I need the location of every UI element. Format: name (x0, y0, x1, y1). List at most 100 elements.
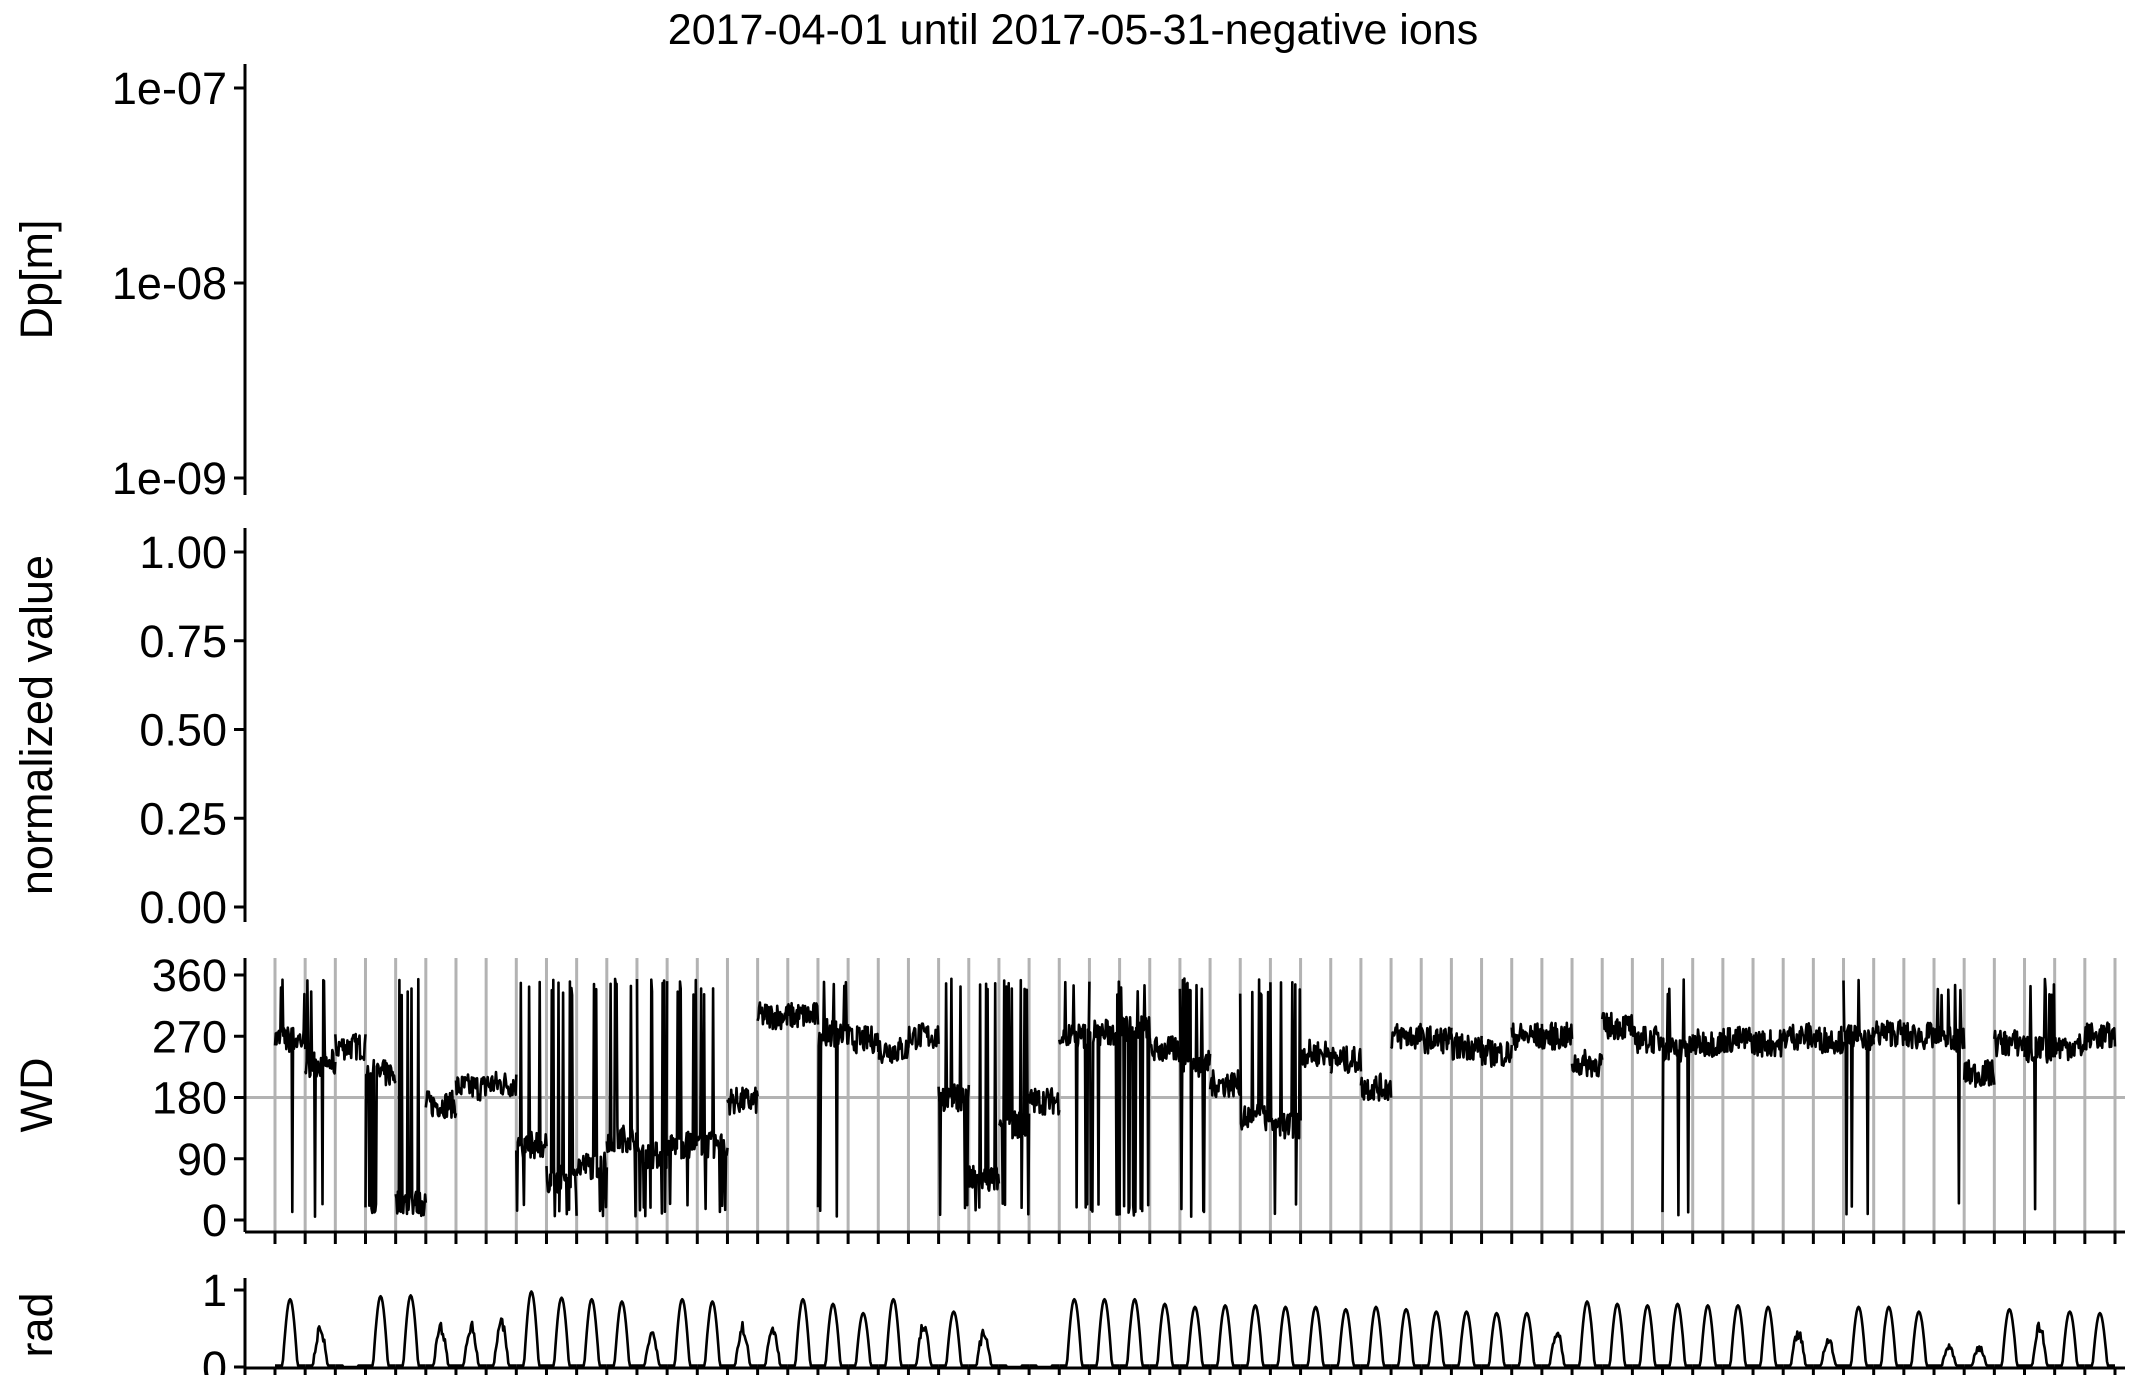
wd-line-segment (1390, 1022, 1423, 1050)
dp-y-axis-label: Dp[m] (11, 219, 62, 339)
rad-line-segment (455, 1320, 487, 1367)
wd-line-segment (1903, 1021, 1936, 1051)
wd-line-segment (1570, 1048, 1604, 1078)
rad-line-segment (1873, 1305, 1905, 1367)
rad-line-segment (365, 1294, 397, 1367)
rad-y-axis-label: rad (11, 1292, 62, 1357)
rad-line-segment (1240, 1304, 1271, 1367)
wd-line-segment (1027, 1087, 1061, 1116)
rad-line-segment (1752, 1305, 1784, 1367)
dp-y-tick-label: 1e-07 (112, 63, 227, 114)
wd-y-tick-label: 180 (152, 1073, 227, 1124)
rad-line-segment (1209, 1304, 1241, 1367)
wd-line-segment (1420, 1025, 1453, 1055)
rad-line-segment (2054, 1310, 2086, 1367)
normalized-y-tick-label: 0.00 (139, 882, 227, 933)
wd-line-segment (2083, 1021, 2117, 1051)
rad-line-segment (395, 1294, 427, 1367)
rad-line-segment (727, 1320, 758, 1367)
normalized-y-tick-label: 0.75 (139, 616, 227, 667)
rad-line-segment (1632, 1304, 1663, 1367)
wd-line-segment (454, 1073, 488, 1102)
wd-line-segment (1148, 1035, 1182, 1063)
wd-y-tick-label: 0 (202, 1195, 227, 1246)
rad-line-segment (1843, 1305, 1874, 1367)
rad-line-segment (968, 1328, 1000, 1367)
wd-line-segment (1842, 978, 1875, 1216)
normalized-y-tick-label: 0.25 (139, 793, 227, 844)
wd-line-segment (1932, 983, 1966, 1205)
panel-rad: 0 1 rad (11, 1265, 247, 1380)
wd-line-segment (1329, 1045, 1363, 1075)
wd-line-segment (1510, 1022, 1544, 1051)
wd-line-segment (1088, 980, 1121, 1216)
panel-dp: 1e-09 1e-08 1e-07 Dp[m] (11, 63, 247, 504)
rad-line-segment (334, 1364, 366, 1369)
wd-line-segment (1962, 1059, 1996, 1088)
wd-line-segment (1691, 1028, 1724, 1058)
rad-line-segment (1963, 1345, 1995, 1367)
rad-line-segment (546, 1296, 577, 1367)
wd-y-axis-label: WD (11, 1058, 62, 1133)
rad-line-segment (1571, 1300, 1603, 1367)
wd-y-tick-label: 360 (152, 950, 227, 1001)
wd-line-segment (424, 1089, 458, 1120)
normalized-y-axis-label: normalized value (11, 555, 62, 895)
normalized-y-tick-label: 1.00 (139, 527, 227, 578)
wd-line-segment (726, 1086, 759, 1116)
rad-line-segment (636, 1331, 668, 1367)
wd-line-segment (273, 978, 307, 1214)
rad-line-segment (1360, 1305, 1392, 1367)
wd-line-segment (1993, 1029, 2026, 1058)
rad-y-tick-label: 1 (202, 1265, 227, 1316)
wd-line-segment (1600, 1011, 1634, 1041)
rad-line-segment (1722, 1304, 1754, 1367)
wd-line-segment (967, 981, 1001, 1212)
wd-line-segment (756, 1001, 790, 1031)
wd-line-segment (786, 1001, 820, 1029)
wd-y-tick-label: 270 (152, 1011, 227, 1062)
rad-line-segment (1481, 1311, 1512, 1367)
rad-line-segment (1813, 1338, 1844, 1367)
rad-line-segment (1089, 1297, 1120, 1367)
normalized-y-tick-label: 0.50 (139, 705, 227, 756)
wd-line-segment (1721, 1025, 1755, 1054)
wd-line-segment (605, 977, 639, 1218)
wd-y-tick-label: 90 (177, 1134, 227, 1185)
panel-normalized: 0.00 0.25 0.50 0.75 1.00 normalized value (11, 527, 247, 933)
panel-rad-plot (245, 1230, 2125, 1375)
rad-line-segment (1601, 1302, 1633, 1367)
wd-line-segment (907, 1022, 940, 1051)
rad-line-segment (696, 1300, 728, 1367)
rad-line-segment (576, 1297, 608, 1367)
rad-line-segment (666, 1297, 698, 1367)
rad-line-segment (425, 1321, 457, 1367)
wd-line-segment (696, 987, 729, 1214)
dp-y-tick-label: 1e-08 (112, 258, 227, 309)
rad-line-segment (817, 1302, 849, 1367)
rad-line-segment (1300, 1305, 1331, 1367)
wd-line-segment (1118, 983, 1152, 1217)
rad-line-segment (1511, 1311, 1543, 1367)
wd-line-segment (394, 977, 428, 1218)
wd-line-segment (1238, 978, 1272, 1132)
rad-line-segment (2024, 1321, 2055, 1367)
wd-line-segment (303, 978, 337, 1218)
dp-y-tick-label: 1e-09 (112, 453, 227, 504)
wd-line-segment (1058, 980, 1091, 1209)
rad-line-segment (515, 1290, 547, 1367)
wd-line-segment (334, 1032, 367, 1062)
wd-line-segment (2053, 1033, 2087, 1062)
wd-line-segment (1872, 1019, 1906, 1048)
wd-line-segment (1631, 1025, 1664, 1055)
rad-line-segment (847, 1311, 879, 1367)
rad-line-segment (1119, 1297, 1150, 1367)
rad-line-segment (787, 1297, 819, 1367)
wd-line-segment (1208, 1069, 1242, 1099)
rad-line-segment (1782, 1330, 1814, 1367)
chart-title: 2017-04-01 until 2017-05-31-negative ion… (668, 6, 1478, 54)
rad-y-tick-label: 0 (202, 1342, 227, 1375)
rad-line-segment (1179, 1305, 1211, 1367)
rad-line-segment (998, 1364, 1030, 1369)
